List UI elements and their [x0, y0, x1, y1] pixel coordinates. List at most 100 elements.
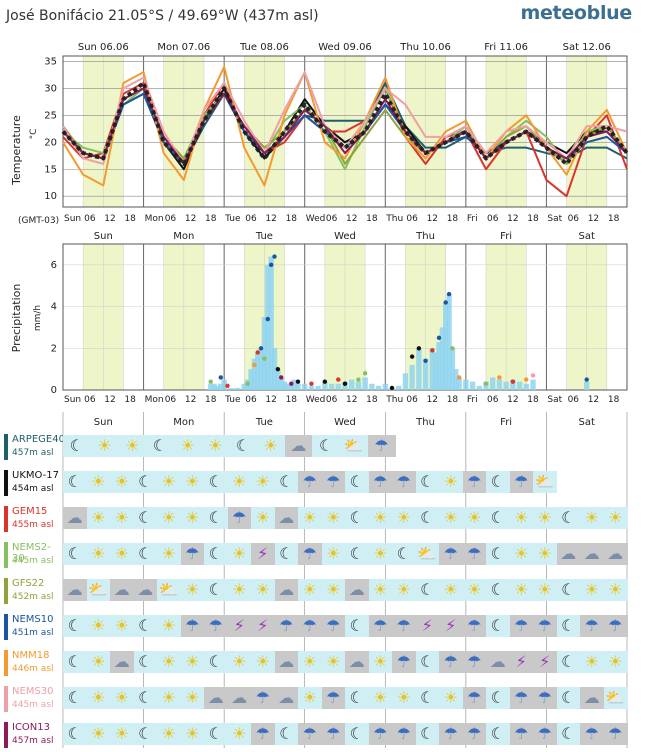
rain-icon: ☂ [608, 724, 623, 743]
weather-cell: ☾ [274, 471, 299, 493]
hour-tick-label: 12 [104, 214, 115, 224]
sun-icon: ☀ [396, 580, 411, 599]
y-tick-label: 30 [44, 83, 57, 94]
weather-cell: ☾ [556, 579, 581, 601]
sun-icon: ☀ [302, 580, 317, 599]
weather-cell: ☾ [204, 651, 228, 673]
weather-cell: ☀ [580, 651, 604, 673]
hour-tick-label: 12 [185, 395, 196, 405]
moon-icon: ☾ [67, 616, 82, 635]
day-label: Thu [415, 231, 435, 242]
weather-cell: ☾ [486, 687, 510, 709]
moon-icon: ☾ [349, 688, 364, 707]
precip-bar [291, 379, 298, 390]
weather-cell: ☾ [133, 723, 158, 745]
weather-cell: ☂ [180, 543, 205, 565]
weather-cell: ☀ [603, 651, 628, 673]
moon-cloud-icon: ☾ [208, 580, 223, 599]
weather-cell: ☀ [580, 507, 604, 529]
weather-cell: ☀ [368, 651, 393, 673]
precip-bar [402, 373, 409, 390]
timezone-label: (GMT-03) [18, 216, 59, 226]
rain-icon: ☂ [537, 688, 552, 707]
sun-icon: ☀ [443, 580, 458, 599]
weather-cell: ⛅ [157, 579, 181, 601]
precip-dot [275, 366, 281, 372]
temperature-axis-label: Temperature [10, 115, 23, 186]
model-color-swatch [4, 434, 8, 460]
precip-bar [211, 383, 217, 390]
weather-cell: ☀ [157, 543, 181, 565]
cloud-icon: ☁ [348, 652, 365, 671]
precip-dot [218, 375, 223, 380]
rain-icon: ☂ [302, 544, 317, 563]
sun-icon: ☀ [232, 472, 247, 491]
moon-icon: ☾ [67, 688, 82, 707]
weather-cell: ☾ [63, 723, 87, 745]
hour-tick-label: 12 [427, 214, 438, 224]
y-tick-label: 4 [51, 302, 57, 313]
moon-icon: ☾ [420, 724, 435, 743]
weather-cell: ☀ [439, 471, 463, 493]
hour-tick-label: Sun [64, 395, 81, 405]
weather-cell: ☀ [392, 507, 416, 529]
precip-dot [483, 381, 489, 386]
weather-row: ☾ ☀ ☀ ☾ ☀ ☀ ☁ ☁ ☂ ☁ ☀ ☂ ☾ ☀ ☀ ☾ ☀ ☂ ☾ ☂ ☂ ☾ ☁ ⛅ [63, 687, 628, 709]
sun-icon: ☀ [161, 652, 176, 671]
moon-icon: ☾ [138, 616, 153, 635]
hour-tick-label: 06 [84, 395, 96, 405]
weather-cell: ☂ [298, 615, 322, 637]
rain-icon: ☂ [373, 616, 388, 635]
sun-icon: ☀ [584, 580, 599, 599]
precip-dot [436, 335, 442, 341]
model-name: GEM15 [12, 506, 48, 517]
weather-cell: ☀ [227, 723, 252, 745]
sun-icon: ☀ [114, 544, 129, 563]
weather-cell: ☁ [486, 651, 510, 673]
rain-icon: ☂ [396, 616, 411, 635]
y-tick-label: 35 [44, 56, 57, 67]
weather-cell: ☀ [110, 471, 134, 493]
weather-cell: ☾ [63, 435, 92, 457]
rain-icon: ☂ [467, 688, 482, 707]
weather-cell: ☾ [274, 723, 299, 745]
weather-cell: ☀ [251, 507, 275, 529]
cloud-icon: ☁ [560, 544, 577, 563]
day-label: Fri [500, 231, 512, 242]
model-elevation: 445m asl [12, 556, 54, 566]
weather-cell: ☾ [63, 687, 87, 709]
weather-cell: ☂ [392, 471, 416, 493]
temperature-unit-label: °C [29, 129, 39, 140]
weather-cell: ☀ [157, 507, 181, 529]
weather-cell: ☾ [63, 543, 87, 565]
weather-cell: ☾ [392, 543, 416, 565]
sun-cloud-icon: ⛅ [158, 580, 179, 599]
sun-icon: ☀ [185, 652, 200, 671]
rain-icon: ☂ [584, 616, 599, 635]
weather-cell: ☀ [462, 507, 487, 529]
weather-row: ☁ ☀ ☀ ☾ ☀ ☀ ☾ ☂ ☀ ☁ ☀ ☀ ☾ ☀ ☀ ☾ ☀ ☀ ☾ ☀ ☀ ☾ ☀ ☀ [63, 507, 628, 529]
hour-tick-label: 06 [326, 214, 338, 224]
storm-icon: ⚡ [445, 616, 457, 635]
precip-dot [245, 381, 250, 386]
weather-cell: ☾ [415, 651, 440, 673]
weather-cell: ☀ [180, 723, 205, 745]
precip-bar [530, 379, 536, 390]
precip-bar [523, 383, 529, 390]
hour-tick-label: 18 [366, 214, 378, 224]
rain-icon: ☂ [443, 652, 458, 671]
hour-tick-label: Thu [385, 214, 403, 224]
rain-icon: ☂ [537, 724, 552, 743]
storm-icon: ⚡ [421, 616, 433, 635]
precip-bar [258, 348, 264, 390]
rain-icon: ☂ [232, 508, 247, 527]
weather-cell: ☀ [110, 723, 134, 745]
precip-dot [356, 377, 361, 382]
weather-cell: ☁ [274, 651, 299, 673]
moon-icon: ☾ [67, 652, 82, 671]
weather-cell: ☂ [462, 687, 487, 709]
weather-cell: ☁ [110, 651, 134, 673]
meteoblue-logo[interactable]: meteoblue [520, 2, 632, 24]
weather-cell: ☀ [173, 435, 202, 457]
model-label-nems10: NEMS10 451m asl [2, 612, 62, 644]
